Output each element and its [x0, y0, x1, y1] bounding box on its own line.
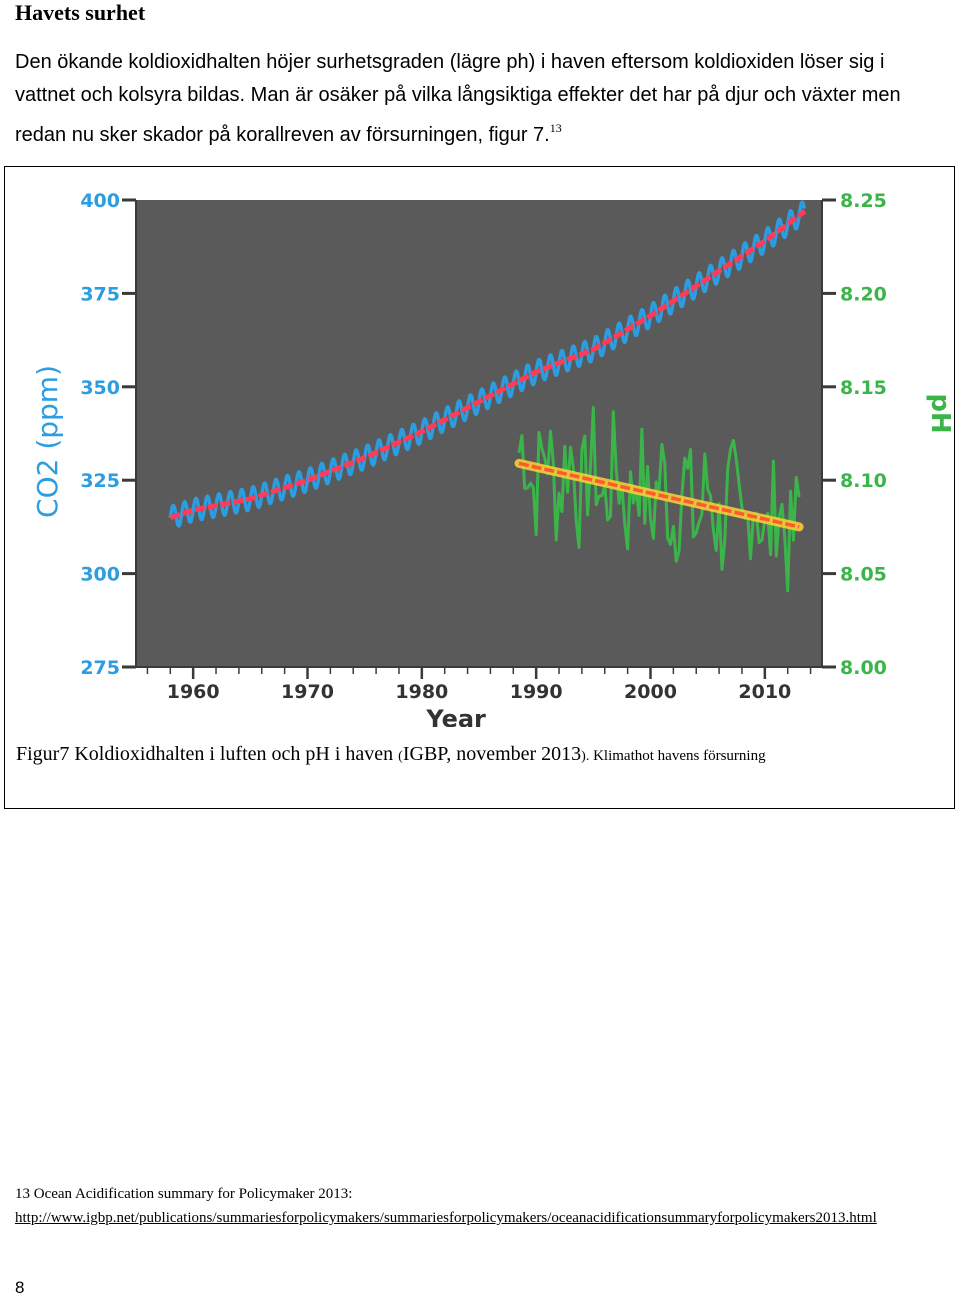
x-tick-label: 1980	[395, 681, 448, 703]
footnote-ref[interactable]: 13	[549, 121, 562, 135]
x-ticks: 1960 1970 1980 1990 2000 2010	[146, 667, 812, 703]
footnote: 13 Ocean Acidification summary for Polic…	[15, 1182, 950, 1230]
x-tick-label: 1960	[167, 681, 220, 703]
left-tick-label: 300	[80, 564, 120, 586]
right-tick-label: 8.25	[840, 190, 887, 212]
right-tick-label: 8.20	[840, 283, 887, 305]
figure-box: 400 375 350 325 300 275 8.25 8.20 8.15 8.10 8.05 8…	[4, 166, 955, 809]
page-number: 8	[15, 1278, 25, 1297]
y-right-axis-label: pH	[925, 393, 954, 433]
left-tick-label: 275	[80, 657, 120, 679]
x-tick-label: 1970	[281, 681, 334, 703]
x-tick-label: 2010	[738, 681, 791, 703]
paragraph-text: Den ökande koldioxidhalten höjer surhets…	[15, 51, 901, 146]
left-ticks: 400 375 350 325 300 275	[80, 190, 136, 679]
caption-tail: Klimathot havens försurning	[589, 748, 766, 764]
right-tick-label: 8.05	[840, 564, 887, 586]
x-tick-label: 2000	[624, 681, 677, 703]
caption-source: IGBP, november 2013	[402, 743, 582, 765]
figure-caption: Figur7 Koldioxidhalten i luften och pH i…	[16, 740, 951, 771]
y-left-axis-label: CO2 (ppm)	[31, 365, 64, 518]
right-tick-label: 8.10	[840, 470, 887, 492]
y-left-label-text: CO2 (ppm)	[31, 365, 64, 518]
left-tick-label: 400	[80, 190, 120, 212]
x-axis-label: Year	[425, 705, 486, 727]
right-ticks: 8.25 8.20 8.15 8.10 8.05 8.00	[822, 190, 887, 679]
body-paragraph: Den ökande koldioxidhalten höjer surhets…	[15, 46, 945, 152]
right-tick-label: 8.00	[840, 657, 887, 679]
ph-trend-line	[518, 461, 800, 529]
ph-measured-line	[517, 406, 801, 593]
page-heading: Havets surhet	[15, 0, 146, 25]
caption-main: Figur7 Koldioxidhalten i luften och pH i…	[16, 743, 399, 765]
chart-series	[168, 200, 807, 593]
left-tick-label: 375	[80, 283, 120, 305]
co2-measured-line	[168, 200, 807, 528]
caption-paren-close: ).	[581, 749, 590, 764]
right-tick-label: 8.15	[840, 377, 887, 399]
chart-axes	[135, 200, 823, 668]
footnote-text: 13 Ocean Acidification summary for Polic…	[15, 1186, 353, 1202]
left-tick-label: 325	[80, 470, 120, 492]
x-tick-label: 1990	[510, 681, 563, 703]
footnote-link[interactable]: http://www.igbp.net/publications/summari…	[15, 1210, 877, 1226]
co2-trend-line	[169, 209, 807, 520]
left-tick-label: 350	[80, 377, 120, 399]
caption-paren-open: (	[398, 749, 403, 764]
